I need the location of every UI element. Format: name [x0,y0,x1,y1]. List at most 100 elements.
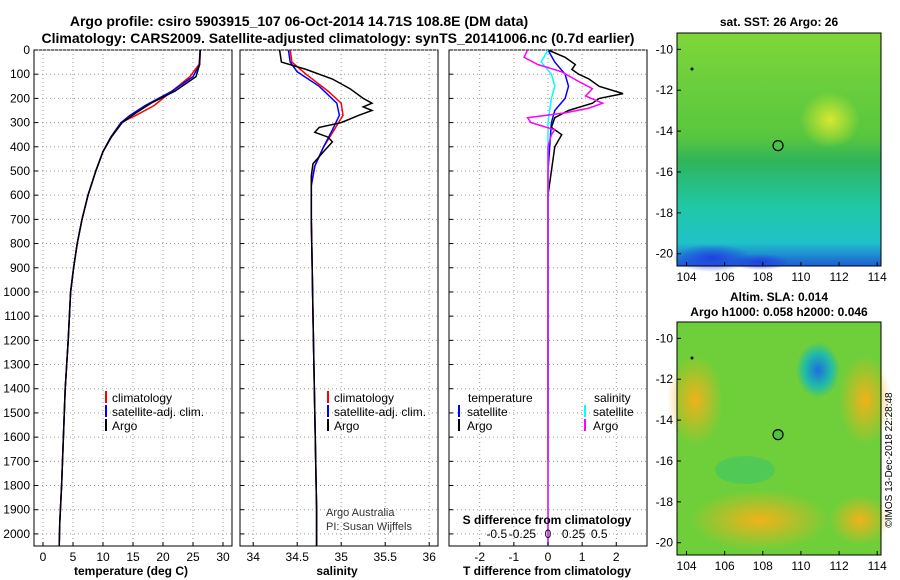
x-tick-label: 34 [247,550,261,564]
x-tick-label: 5 [70,550,77,564]
series-argo [278,49,375,546]
legend-climatology: climatology [334,391,394,405]
y-tick-label: 1000 [3,285,30,299]
map-y-tick-label: -20 [656,247,674,261]
credit-pi: PI: Susan Wijffels [326,521,412,533]
s-tick-label: 0.25 [562,527,586,541]
legend-s-satellite: satellite [593,405,634,419]
salinity-panel: 34 34.5 35 35.5 36 salinity climatology sate… [239,49,439,578]
temperature-xlabel: temperature (deg C) [74,564,188,578]
y-tick-label: 1100 [4,309,30,323]
sla-argo-marker [772,429,784,441]
temperature-legend: climatology satellite-adj. clim. Argo [105,391,204,433]
y-tick-label: 1700 [3,454,30,468]
map-x-tick-label: 106 [715,270,735,284]
y-tick-label: 200 [10,91,30,105]
y-tick-label: 0 [23,43,30,57]
x-tick-label: 30 [216,550,230,564]
map-x-tick-label: 104 [677,559,697,573]
map-x-tick-label: 106 [715,559,735,573]
map-x-tick-label: 108 [753,559,773,573]
y-tick-label: 1300 [3,358,30,372]
y-tick-label: 1800 [3,479,30,493]
y-tick-label: 2000 [3,527,30,541]
salinity-xlabel: salinity [316,564,358,578]
legend-satellite: satellite-adj. clim. [334,405,426,419]
legend-argo: Argo [334,419,360,433]
sst-map-title: sat. SST: 26 Argo: 26 [720,15,839,29]
s-tick-label: -0.25 [509,527,537,541]
legend-climatology: climatology [112,391,172,405]
figure-title-line2: Climatology: CARS2009. Satellite-adjuste… [42,30,635,46]
map-x-tick-label: 110 [791,270,810,284]
map-y-tick-label: -10 [656,331,674,345]
x-tick-label: -2 [474,550,485,564]
salinity-legend: climatology satellite-adj. clim. Argo [327,391,426,433]
x-tick-label: 2 [613,550,620,564]
y-tick-label: 900 [10,261,30,275]
x-tick-label: 36 [423,550,437,564]
sla-float-dot [690,356,694,360]
map-x-tick-label: 114 [868,270,887,284]
s-tick-label: 0 [545,527,552,541]
s-tick-label: 0.5 [591,527,608,541]
sst-argo-marker [772,140,784,152]
map-x-tick-label: 108 [753,270,773,284]
figure-title-line1: Argo profile: csiro 5903915_107 06-Oct-2… [70,13,528,29]
y-tick-label: 1200 [3,333,30,347]
legend-s-argo: Argo [593,419,619,433]
map-x-tick-label: 114 [868,559,887,573]
map-y-tick-label: -12 [656,83,674,97]
y-tick-label: 800 [10,237,30,251]
legend-t-satellite: satellite [467,405,508,419]
difference-panel: -2 -1 0 1 2 T difference from climatology S … [448,49,648,578]
y-tick-label: 700 [10,212,30,226]
map-y-tick-label: -14 [656,413,674,427]
difference-xlabel: T difference from climatology [463,564,631,578]
map-y-tick-label: -14 [656,124,674,138]
y-tick-label: 1600 [3,430,30,444]
y-tick-label: 400 [10,140,30,154]
credit-argo-australia: Argo Australia [326,507,395,519]
map-x-tick-label: 110 [791,559,810,573]
y-tick-label: 1900 [3,503,30,517]
s-difference-label: S difference from climatology [463,513,632,527]
legend-salinity-title: salinity [594,391,631,405]
y-tick-label: 300 [10,116,30,130]
sla-map: Altim. SLA: 0.014 Argo h1000: 0.058 h200… [656,290,891,573]
sla-map-subtitle: Argo h1000: 0.058 h2000: 0.046 [690,305,868,319]
sla-map-title: Altim. SLA: 0.014 [730,290,828,304]
map-y-tick-label: -16 [656,165,674,179]
x-tick-label: 0 [40,550,47,564]
y-tick-label: 1400 [3,382,30,396]
temperature-panel: 0 5 10 15 20 25 30 temperature (deg C) climato… [33,49,233,578]
x-tick-label: 35 [335,550,349,564]
series-s-argo [523,49,605,546]
difference-legend-left: temperature satellite Argo [458,391,533,433]
map-x-tick-label: 104 [677,270,697,284]
x-tick-label: 20 [156,550,170,564]
y-tick-label: 1500 [3,406,30,420]
s-tick-label: -0.5 [486,527,507,541]
map-x-tick-label: 112 [829,559,848,573]
sst-map: sat. SST: 26 Argo: 26 104 106 108 110 112 114… [656,15,887,284]
map-x-tick-label: 112 [829,270,848,284]
x-tick-label: 34.5 [286,550,310,564]
depth-axis-labels: 0 100 200 300 400 500 600 700 800 900 1000 1100 1200… [3,43,30,541]
x-tick-label: 15 [126,550,140,564]
legend-t-argo: Argo [467,419,493,433]
map-y-tick-label: -16 [656,454,674,468]
legend-temperature-title: temperature [468,391,533,405]
map-y-tick-label: -10 [656,42,674,56]
y-tick-label: 500 [10,164,30,178]
legend-argo: Argo [112,419,138,433]
imos-credit: ©IMOS 13-Dec-2018 22:28:48 [884,392,895,528]
x-tick-label: 10 [96,550,110,564]
x-tick-label: 25 [186,550,200,564]
sst-float-dot [690,67,694,71]
x-tick-label: 35.5 [374,550,398,564]
map-y-tick-label: -18 [656,206,674,220]
y-tick-label: 100 [10,67,30,81]
x-tick-label: 0 [545,550,552,564]
